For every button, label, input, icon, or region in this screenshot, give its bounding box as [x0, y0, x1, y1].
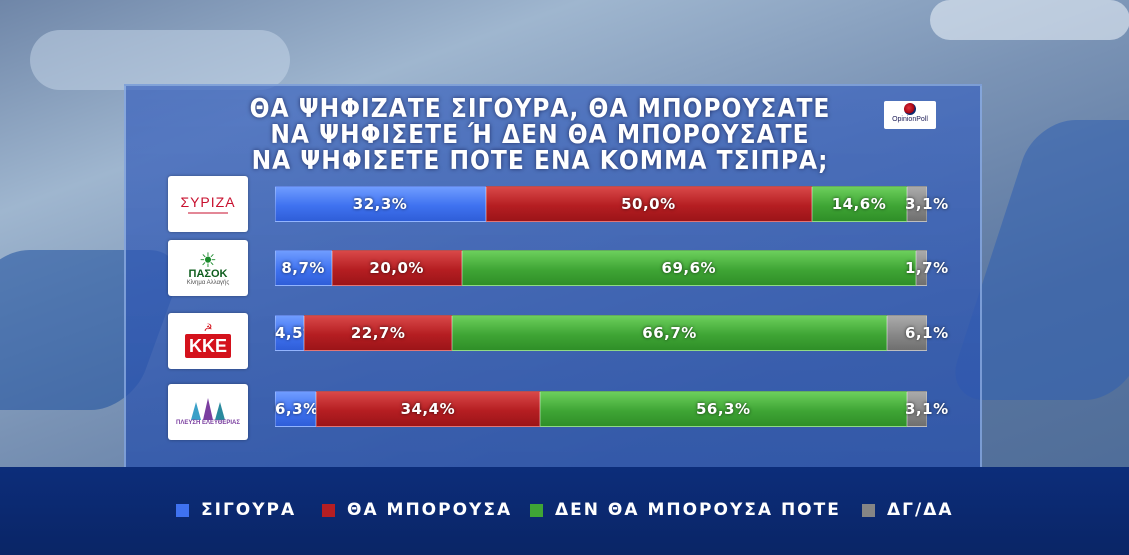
data-label: 8,7% [281, 259, 325, 277]
sailing-ship-icon [191, 397, 225, 420]
legend-label-sigoura: ΣΙΓΟΥΡΑ [201, 500, 297, 520]
bar-segment-dg-da [906, 186, 927, 222]
opinionpoll-logo: OpinionPoll [884, 101, 936, 129]
legend-swatch-grey [862, 503, 875, 517]
bar-segment-dg-da [906, 391, 927, 427]
bar-segment-den-tha-mporousa [540, 391, 907, 427]
title-line-3: ΝΑ ΨΗΦΙΣΕΤΕ ΠΟΤΕ ΕΝΑ ΚΟΜΜΑ ΤΣΙΠΡΑ; [251, 146, 829, 176]
legend-item-sigoura: ΣΙΓΟΥΡΑ [176, 500, 296, 520]
data-label: 34,4% [400, 400, 456, 418]
syriza-logo-text: ΣΥΡΙΖΑ [180, 194, 236, 210]
data-label: 6,1% [905, 324, 949, 342]
data-label: 3,1% [905, 400, 949, 418]
data-label: 69,6% [661, 259, 717, 277]
legend-swatch-green [530, 503, 543, 517]
legend-label-den-tha-mporousa: ΔΕΝ ΘΑ ΜΠΟΡΟΥΣΑ ΠΟΤΕ [555, 500, 841, 520]
syriza-logo: ΣΥΡΙΖΑ [168, 176, 248, 232]
data-label: 14,6% [831, 195, 887, 213]
bar-segment-den-tha-mporousa [452, 315, 888, 351]
pasok-logo-text: ΠΑΣΟΚ [188, 267, 228, 280]
legend-swatch-blue [176, 503, 189, 517]
opinionpoll-emblem-icon [904, 103, 916, 115]
bar-segment-tha-mporousa [316, 391, 541, 427]
kke-logo: ☭ ΚΚΕ [168, 313, 248, 369]
legend-label-dg-da: ΔΓ/ΔΑ [887, 500, 954, 520]
plefsi-logo: ΠΛΕΥΣΗ ΕΛΕΥΘΕΡΙΑΣ [168, 384, 248, 440]
legend-item-tha-mporousa: ΘΑ ΜΠΟΡΟΥΣΑ [322, 500, 512, 520]
data-label: 22,7% [350, 324, 406, 342]
pasok-logo: ☀ ΠΑΣΟΚ Κίνημα Αλλαγής [168, 240, 248, 296]
data-label: 56,3% [695, 400, 751, 418]
data-label: 20,0% [369, 259, 424, 277]
opinionpoll-label: OpinionPoll [892, 116, 928, 123]
chart-title: ΘΑ ΨΗΦΙΖΑΤΕ ΣΙΓΟΥΡΑ, ΘΑ ΜΠΟΡΟΥΣΑΤΕ ΝΑ ΨΗ… [240, 96, 840, 174]
legend-swatch-red [322, 503, 335, 517]
bar-segment-tha-mporousa [304, 315, 453, 351]
bar-segment-tha-mporousa [331, 250, 463, 286]
data-label: 50,0% [621, 195, 676, 213]
data-label: 66,7% [642, 324, 697, 342]
syriza-logo-underline [188, 212, 228, 214]
bar-segment-dg-da [887, 315, 927, 351]
background-shape [30, 30, 290, 90]
title-line-1: ΘΑ ΨΗΦΙΖΑΤΕ ΣΙΓΟΥΡΑ, ΘΑ ΜΠΟΡΟΥΣΑΤΕ [249, 94, 831, 124]
pasok-sun-icon: ☀ [199, 247, 217, 272]
bar-segment-dg-da [915, 250, 927, 286]
bar-segment-tha-mporousa [485, 186, 812, 222]
bar-segment-sigoura [275, 391, 317, 427]
kke-logo-text: ΚΚΕ [184, 334, 231, 358]
data-label: 32,3% [352, 195, 408, 213]
legend-item-dg-da: ΔΓ/ΔΑ [862, 500, 954, 520]
data-label: 3,1% [905, 195, 949, 213]
background-shape [930, 0, 1129, 40]
bar-segment-sigoura [275, 250, 332, 286]
data-label: 6,3% [275, 400, 319, 418]
bar-segment-den-tha-mporousa [811, 186, 907, 222]
legend-item-den-tha-mporousa: ΔΕΝ ΘΑ ΜΠΟΡΟΥΣΑ ΠΟΤΕ [530, 500, 841, 520]
title-line-2: ΝΑ ΨΗΦΙΣΕΤΕ Ή ΔΕΝ ΘΑ ΜΠΟΡΟΥΣΑΤΕ [270, 120, 810, 150]
hammer-sickle-icon: ☭ [203, 323, 213, 334]
bar-segment-den-tha-mporousa [462, 250, 916, 286]
data-label: 1,7% [905, 259, 949, 277]
bar-segment-sigoura [275, 186, 486, 222]
plefsi-logo-text: ΠΛΕΥΣΗ ΕΛΕΥΘΕΡΙΑΣ [176, 419, 240, 426]
bar-segment-sigoura [275, 315, 305, 351]
legend-label-tha-mporousa: ΘΑ ΜΠΟΡΟΥΣΑ [347, 500, 513, 520]
pasok-logo-subtitle: Κίνημα Αλλαγής [186, 279, 230, 286]
